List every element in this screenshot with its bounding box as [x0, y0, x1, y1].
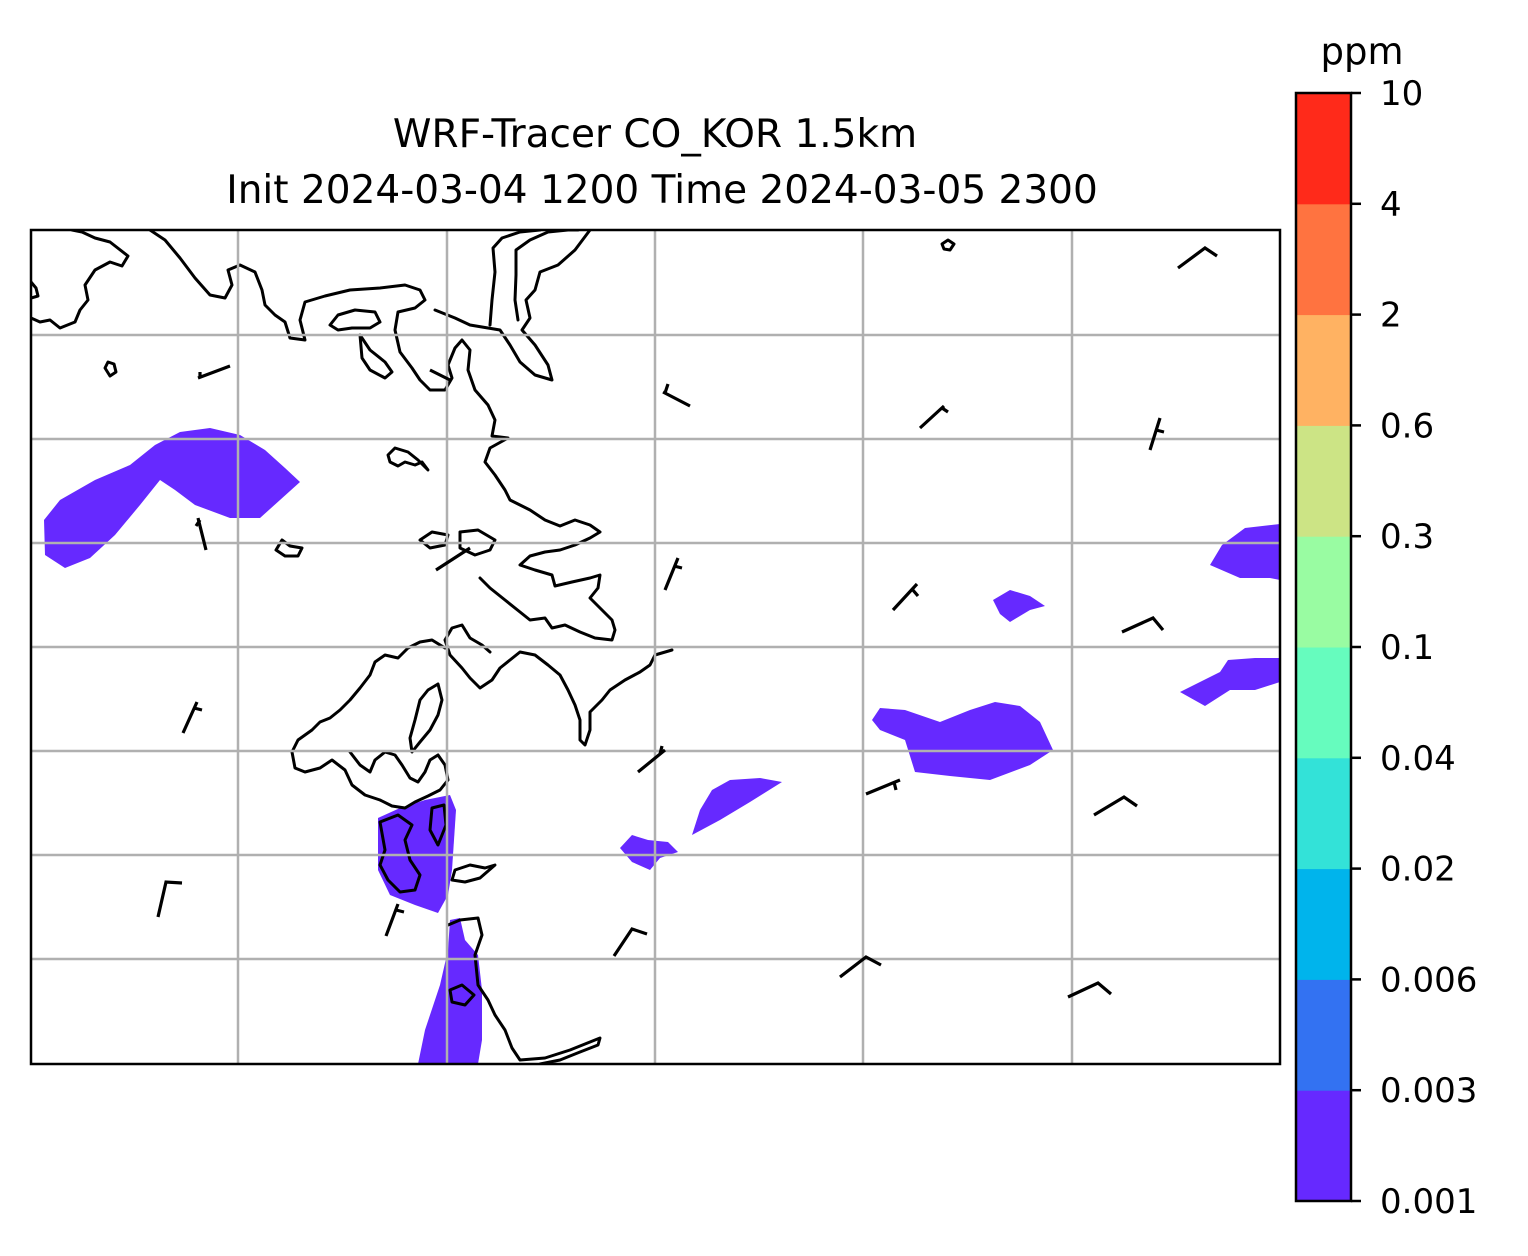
wind-barb [663, 557, 683, 591]
colorbar-unit-label: ppm [1320, 30, 1403, 73]
tracer-region-east-edge-1 [1210, 524, 1280, 580]
wind-barb [1148, 417, 1165, 451]
coastline-south-archipelago-3 [378, 813, 422, 894]
coastline-mid-inlet [458, 528, 497, 557]
wind-barb [435, 546, 471, 572]
colorbar-tick-label: 0.02 [1380, 850, 1456, 890]
colorbar-segment [1296, 203, 1351, 316]
coastline-south-archipelago [290, 638, 450, 810]
tracer-region-east-1 [872, 702, 1053, 780]
colorbar-tick-label: 0.1 [1380, 628, 1434, 668]
coastline-layer [31, 230, 956, 1064]
wind-barb [918, 404, 949, 430]
coastline-south-tip-island [448, 983, 476, 1007]
wind-barb [1121, 616, 1165, 634]
coastline-west-upper [31, 230, 130, 330]
coastline-mid-islands [386, 446, 430, 472]
coastline-south-coast [443, 623, 674, 747]
colorbar-tick-label: 0.001 [1380, 1182, 1477, 1222]
colorbar-segments [1296, 93, 1351, 1202]
gridline-layer [31, 230, 1280, 1064]
wind-barb [1177, 246, 1218, 270]
wind-barb-layer [156, 246, 1218, 999]
wind-barb [891, 582, 920, 612]
colorbar-segment [1296, 647, 1351, 759]
colorbar-tick-label: 2 [1380, 296, 1402, 336]
colorbar-segment [1296, 93, 1351, 205]
coastline-south-archipelago-2 [408, 682, 444, 754]
map-panel [31, 230, 1280, 1064]
colorbar-tick-label: 4 [1380, 185, 1402, 225]
wind-barb [1093, 795, 1138, 817]
tracer-region-east-edge-2 [1180, 658, 1280, 706]
coastline-inlet-1 [328, 308, 382, 332]
title-line-2: Init 2024-03-04 1200 Time 2024-03-05 230… [226, 168, 1098, 213]
coastline-island-small-3 [940, 238, 956, 252]
wind-barb [1067, 981, 1113, 999]
wind-barb [197, 364, 231, 380]
colorbar-tick-label: 10 [1380, 74, 1423, 114]
coastline-south-archipelago-4 [428, 803, 448, 847]
wind-barb [156, 880, 183, 918]
colorbar-segment [1296, 979, 1351, 1091]
colorbar-segment [1296, 536, 1351, 648]
coastline-south-tip [446, 916, 602, 1064]
tracer-region-east-2 [993, 590, 1045, 622]
coastline-north-bay [148, 230, 617, 642]
colorbar-tick-label: 0.04 [1380, 739, 1456, 779]
colorbar: ppm 0.001 0.003 0.006 0.02 0.04 0.1 0.3 0.6 2 4 10 [1294, 30, 1477, 1222]
tracer-region-center-1 [692, 778, 782, 835]
wind-barb [839, 955, 882, 979]
colorbar-ticks: 0.001 0.003 0.006 0.02 0.04 0.1 0.3 0.6 2 4 10 [1351, 74, 1477, 1222]
colorbar-segment [1296, 314, 1351, 426]
colorbar-tick-label: 0.3 [1380, 517, 1434, 557]
wind-barb [612, 927, 648, 957]
map-frame [29, 228, 1282, 1066]
wind-barb [194, 517, 208, 551]
coastline-south-archipelago-5 [450, 863, 497, 884]
coastline-inlet-2 [358, 333, 394, 380]
colorbar-tick-label: 0.003 [1380, 1071, 1477, 1111]
coastline-island-small-2 [274, 538, 304, 558]
title-line-1: WRF-Tracer CO_KOR 1.5km [393, 112, 917, 157]
colorbar-tick-label: 0.6 [1380, 406, 1434, 446]
wind-barb [181, 701, 203, 734]
coastline-island-small-1 [103, 360, 118, 378]
colorbar-segment [1296, 757, 1351, 870]
coastline-north-estuary [433, 230, 592, 382]
tracer-region-west [44, 428, 300, 568]
colorbar-segment [1296, 425, 1351, 537]
wind-barb [429, 368, 451, 382]
tracer-region-center-2 [620, 835, 678, 870]
coastline-north-river [488, 230, 542, 327]
coastline-west-upper-2 [31, 280, 40, 300]
wind-barb [384, 903, 405, 937]
wind-barb [636, 745, 667, 774]
colorbar-segment [1296, 868, 1351, 980]
colorbar-segment [1296, 1090, 1351, 1202]
wind-barb [662, 383, 691, 408]
wind-barb [865, 778, 901, 796]
colorbar-tick-label: 0.006 [1380, 960, 1477, 1000]
